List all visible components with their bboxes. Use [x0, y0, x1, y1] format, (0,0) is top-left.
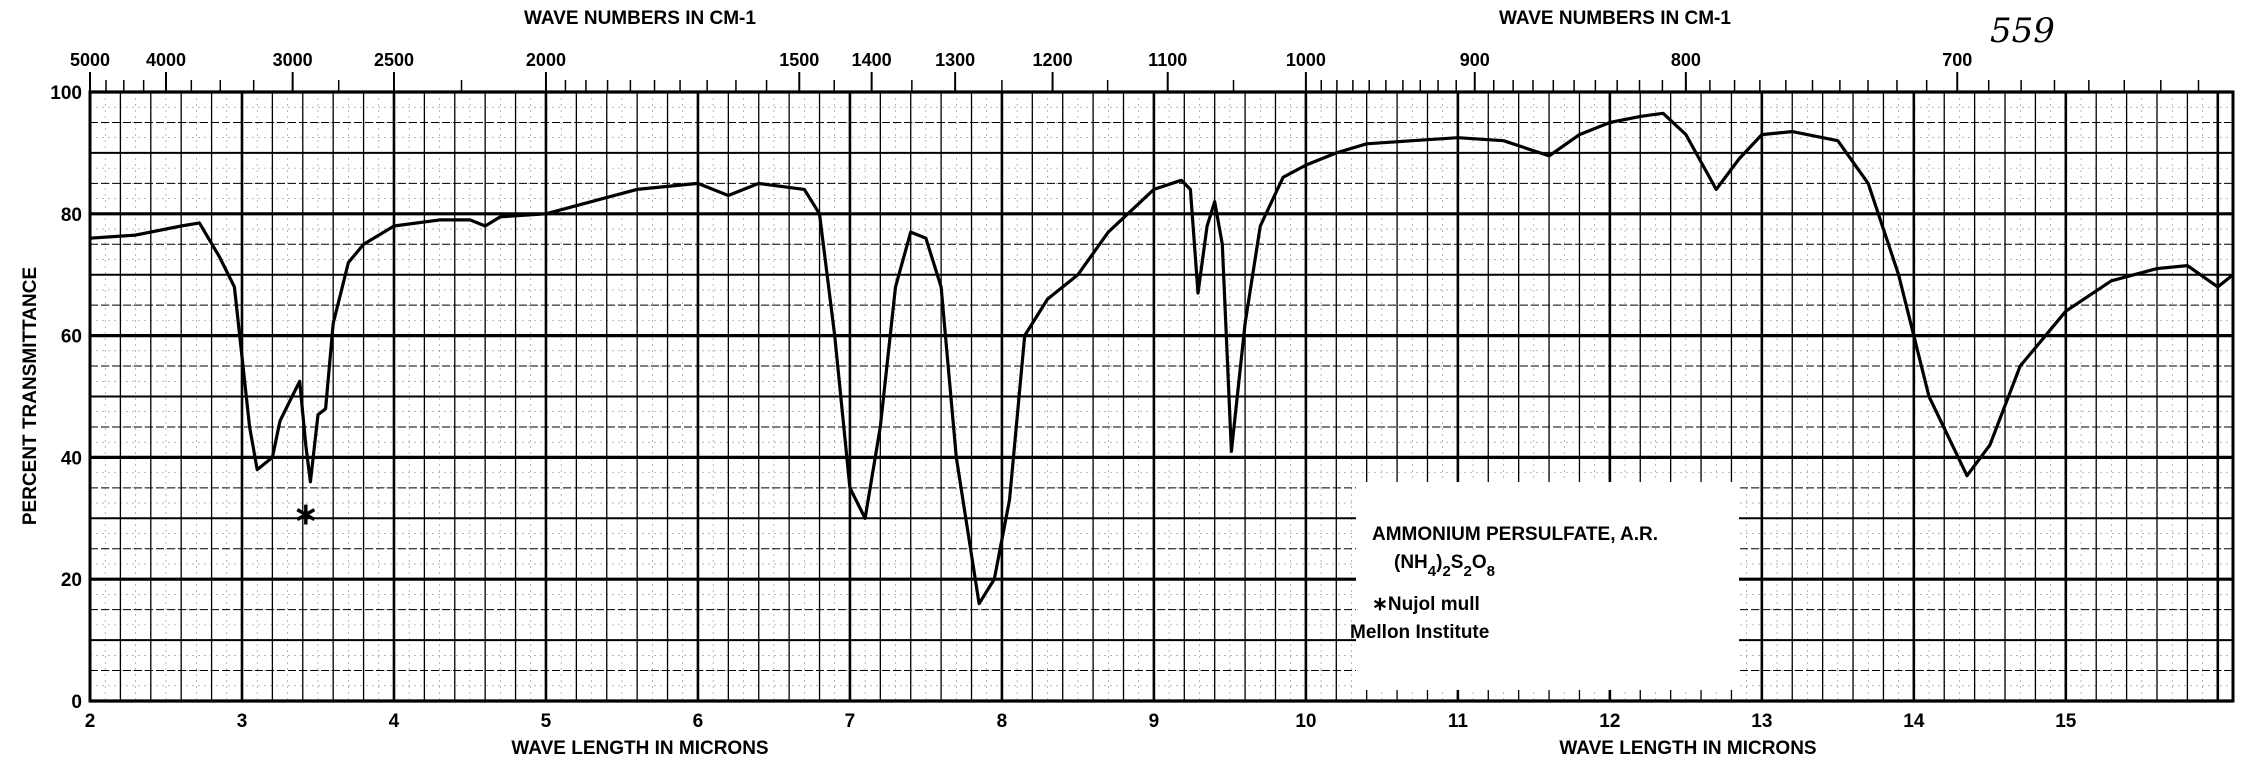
x-tick-label: 5: [541, 711, 552, 732]
x-axis-title-right: WAVE LENGTH IN MICRONS: [1559, 738, 1816, 759]
top-tick-label: 1300: [935, 50, 975, 70]
formula-part: O: [1472, 552, 1487, 573]
top-tick-label: 4000: [146, 50, 186, 70]
top-tick-label: 1100: [1148, 50, 1187, 70]
x-tick-label: 3: [237, 711, 248, 732]
top-tick-label: 5000: [70, 50, 110, 70]
top-tick-label: 1000: [1286, 50, 1326, 70]
top-tick-label: 1200: [1033, 50, 1073, 70]
source-label: Mellon Institute: [1350, 622, 1489, 643]
chart-grid: [88, 90, 2234, 703]
compound-formula: (NH4)2S2O8: [1394, 552, 1495, 580]
x-tick-label: 10: [1295, 711, 1316, 732]
formula-part: (NH: [1394, 552, 1428, 573]
legend-box: AMMONIUM PERSULFATE, A.R. (NH4)2S2O8 ∗Nu…: [1350, 482, 1739, 690]
sample-note: ∗Nujol mull: [1372, 594, 1480, 615]
x-tick-label: 2: [85, 711, 96, 732]
formula-sub: 8: [1487, 563, 1495, 580]
top-tick-label: 1400: [852, 50, 892, 70]
x-axis-title-left: WAVE LENGTH IN MICRONS: [511, 738, 768, 759]
spectrum-line: [89, 111, 2235, 606]
top-tick-label: 2000: [526, 50, 566, 70]
x-tick-label: 7: [845, 711, 856, 732]
page-number: 559: [1990, 11, 2055, 51]
x-tick-label: 12: [1599, 711, 1620, 732]
x-tick-label: 4: [389, 711, 400, 732]
legend-background: [1356, 482, 1739, 690]
top-tick-label: 900: [1460, 50, 1490, 70]
y-tick-label: 20: [61, 570, 82, 591]
top-axis-title-right: WAVE NUMBERS IN CM-1: [1499, 8, 1731, 29]
x-tick-label: 8: [997, 711, 1008, 732]
x-tick-label: 14: [1903, 711, 1925, 732]
formula-sub: 2: [1442, 563, 1450, 580]
formula-part: ): [1436, 552, 1442, 573]
x-tick-label: 11: [1448, 711, 1469, 732]
formula-sub: 4: [1428, 563, 1437, 580]
formula-part: S: [1451, 552, 1464, 573]
y-tick-label: 0: [71, 692, 82, 713]
top-axis-title-left: WAVE NUMBERS IN CM-1: [524, 8, 756, 29]
x-tick-label: 9: [1149, 711, 1160, 732]
y-tick-label: 100: [50, 83, 82, 104]
x-tick-label: 13: [1751, 711, 1772, 732]
top-tick-label: 700: [1942, 50, 1972, 70]
x-tick-label: 15: [2055, 711, 2077, 732]
nujol-marker: ∗: [293, 498, 318, 531]
top-tick-label: 2500: [374, 50, 414, 70]
top-tick-label: 800: [1671, 50, 1701, 70]
y-axis-title: PERCENT TRANSMITTANCE: [20, 267, 41, 525]
y-tick-label: 60: [61, 327, 82, 348]
y-tick-label: 80: [61, 205, 82, 226]
x-tick-label: 6: [693, 711, 704, 732]
plot-frame: [88, 90, 2235, 703]
y-tick-label: 40: [61, 448, 82, 469]
top-tick-label: 1500: [779, 50, 819, 70]
compound-name: AMMONIUM PERSULFATE, A.R.: [1372, 524, 1658, 545]
top-tick-label: 3000: [273, 50, 313, 70]
formula-sub: 2: [1463, 563, 1471, 580]
chart-axes: 0 20 40 60 80 100 2 3 4 5 6 7 8 9 10 11 12 13 14 15 5000 4000…: [50, 50, 2235, 732]
